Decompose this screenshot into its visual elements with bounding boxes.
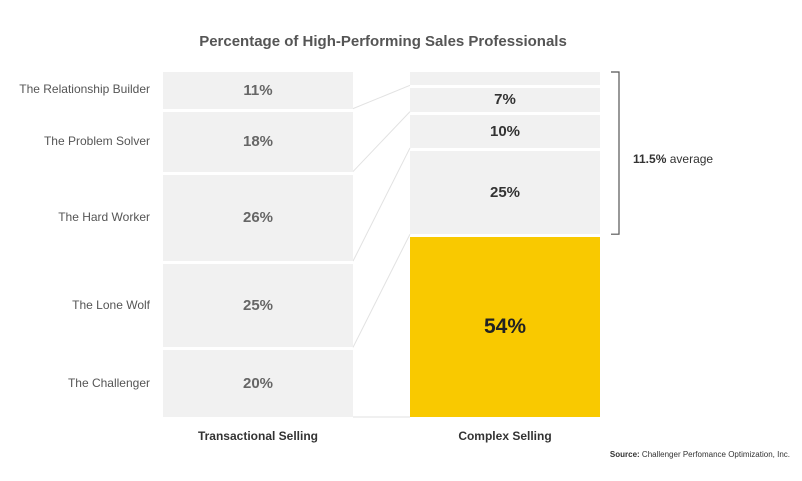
complex-bar-segment: 25% [410,150,600,235]
source-prefix: Source: [609,450,640,459]
transactional-bar-segment: 11% [163,72,353,109]
transactional-value-label: 11% [243,81,273,99]
category-label: The Hard Worker [58,209,150,224]
transactional-bar-segment: 25% [163,264,353,348]
transactional-value-label: 18% [242,133,274,151]
connector-line [352,111,411,172]
average-label: average [669,152,714,166]
complex-bar-segment [410,72,600,86]
chart-title: Percentage of High-Performing Sales Prof… [199,33,567,50]
axis-label-transactional: Transactional Selling [197,429,319,443]
transactional-value-label: 25% [242,297,274,315]
source-text: Challenger Perfomance Optimization, Inc. [641,450,790,459]
axis-label-complex: Complex Selling [458,429,552,443]
transactional-bar-segment: 20% [163,350,353,417]
complex-value-label: 10% [489,122,521,140]
connector-line [352,147,411,262]
connector-line [352,233,411,348]
bracket-path [611,71,620,235]
complex-bar-segment: 7% [410,88,600,112]
complex-bar-segment: 54% [410,237,600,417]
transactional-bar-segment: 18% [163,111,353,172]
average-annotation: 11.5% average [633,152,713,166]
complex-value-label: 54% [483,315,527,339]
category-label: The Problem Solver [43,133,150,148]
transactional-bar-segment: 26% [163,174,353,262]
category-label: The Challenger [67,375,150,390]
average-value: 11.5% [633,152,667,166]
category-label: The Relationship Builder [19,82,150,97]
complex-value-label: 7% [494,91,516,109]
transactional-value-label: 20% [242,375,274,393]
complex-bar-segment: 10% [410,114,600,148]
category-label: The Lone Wolf [72,297,150,312]
connector-line [352,84,411,110]
source-note: Source: Challenger Perfomance Optimizati… [610,450,790,459]
transactional-value-label: 26% [242,209,274,227]
complex-value-label: 25% [489,184,521,202]
